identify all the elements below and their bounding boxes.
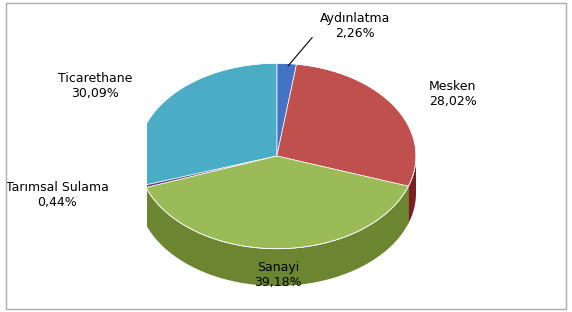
Text: Tarımsal Sulama
0,44%: Tarımsal Sulama 0,44% (6, 181, 109, 209)
Polygon shape (138, 63, 277, 185)
Text: Ticarethane
30,09%: Ticarethane 30,09% (58, 72, 133, 100)
Polygon shape (277, 156, 408, 223)
Polygon shape (408, 157, 416, 223)
Polygon shape (138, 157, 145, 222)
Polygon shape (145, 185, 146, 225)
Text: Aydınlatma
2,26%: Aydınlatma 2,26% (320, 12, 391, 40)
Polygon shape (277, 63, 296, 156)
Polygon shape (277, 156, 408, 223)
Polygon shape (146, 186, 408, 286)
Polygon shape (145, 156, 277, 188)
Polygon shape (146, 156, 277, 225)
Polygon shape (277, 64, 416, 186)
Polygon shape (146, 156, 277, 225)
Polygon shape (146, 156, 408, 249)
Text: Sanayi
39,18%: Sanayi 39,18% (255, 261, 302, 289)
Polygon shape (145, 156, 277, 222)
Polygon shape (145, 156, 277, 222)
Text: Mesken
28,02%: Mesken 28,02% (429, 80, 476, 108)
